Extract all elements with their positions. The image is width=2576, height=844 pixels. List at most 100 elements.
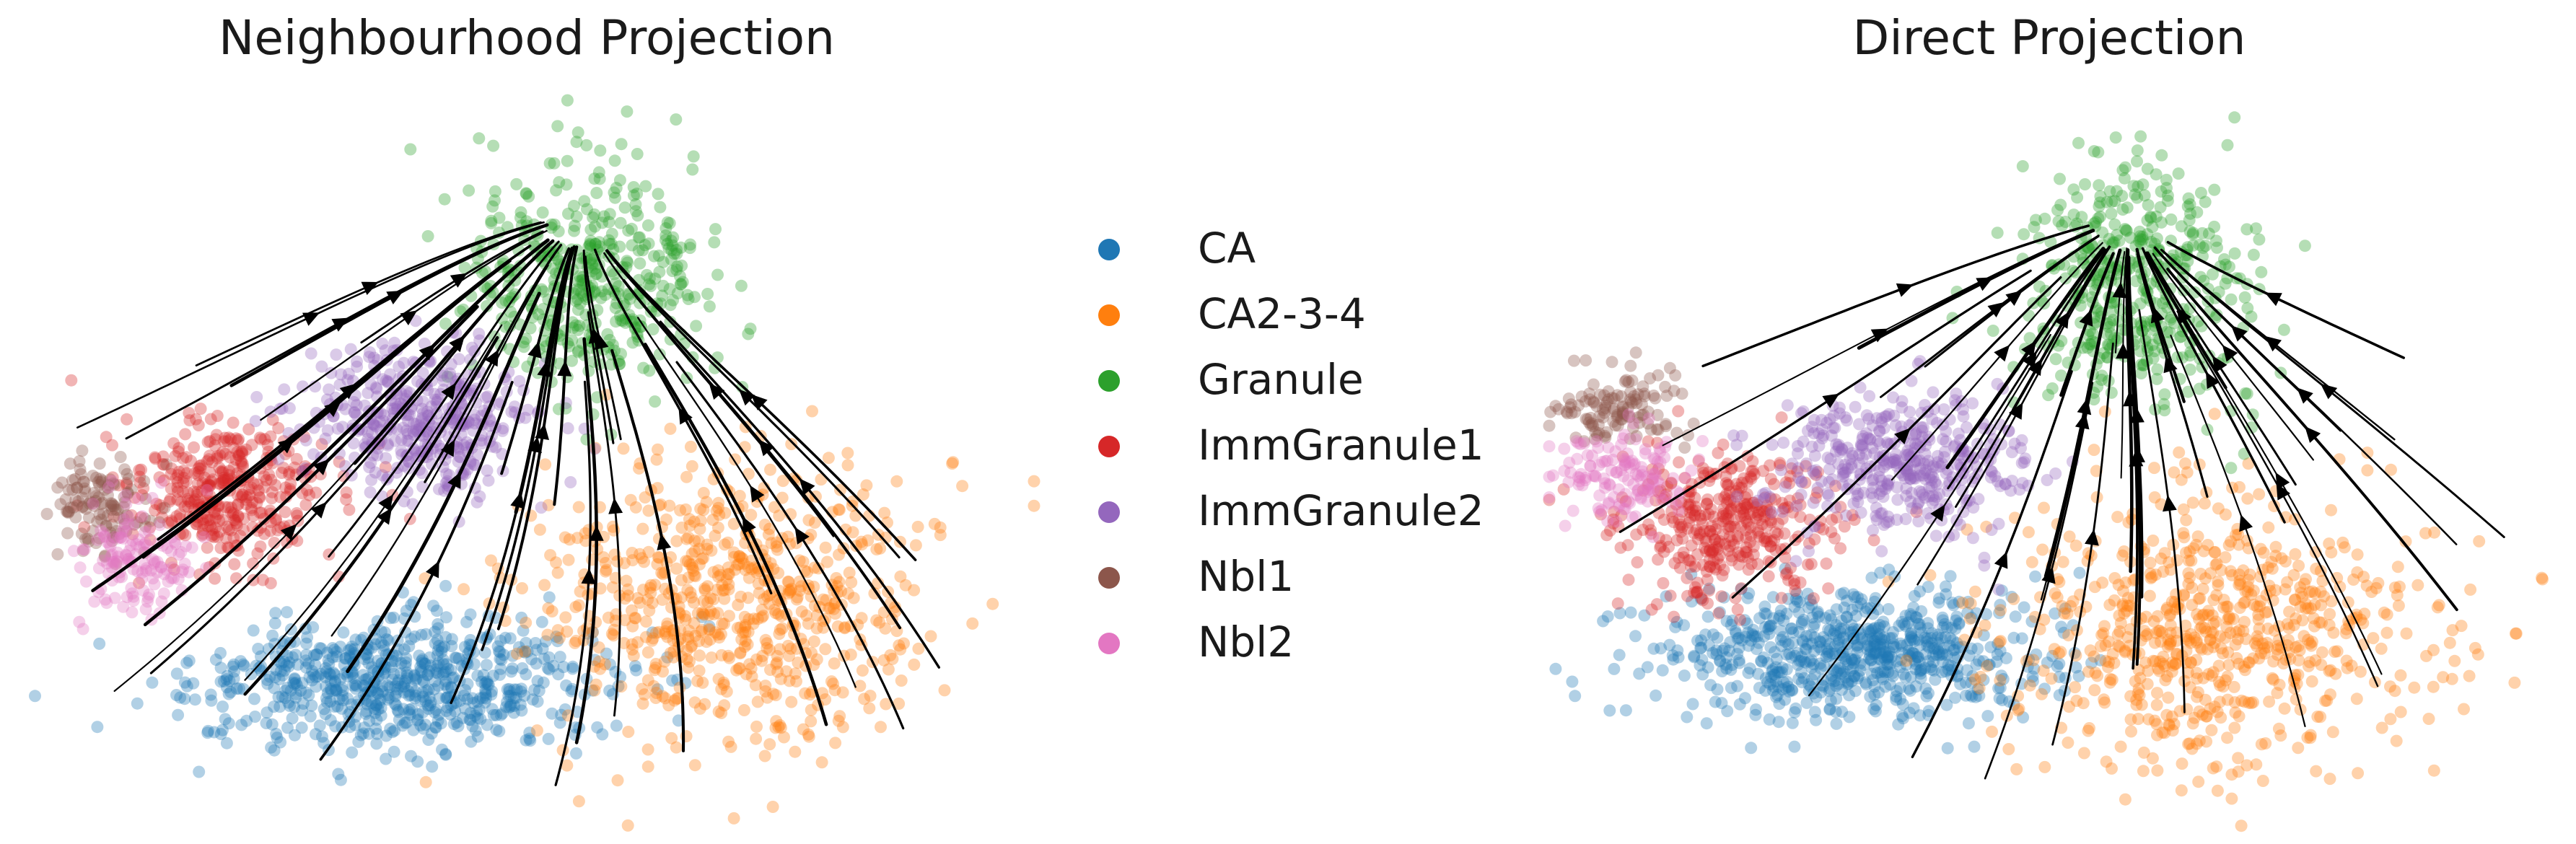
scatter-point <box>211 507 224 520</box>
scatter-point <box>795 605 808 618</box>
scatter-point <box>110 524 123 537</box>
scatter-point <box>1948 643 1961 656</box>
scatter-point <box>1785 651 1798 664</box>
scatter-point <box>1703 582 1716 595</box>
scatter-point <box>224 506 237 519</box>
scatter-point <box>188 441 201 454</box>
scatter-point <box>407 428 420 441</box>
scatter-point <box>649 395 662 408</box>
scatter-point <box>733 490 746 502</box>
scatter-point <box>652 625 665 638</box>
scatter-point <box>249 415 262 428</box>
scatter-point <box>825 675 838 688</box>
scatter-point <box>419 775 432 788</box>
scatter-point <box>51 481 64 494</box>
scatter-point <box>490 708 503 721</box>
scatter-point <box>685 639 698 652</box>
scatter-point <box>713 509 726 522</box>
scatter-point <box>592 655 605 668</box>
scatter-point <box>180 451 193 464</box>
scatter-point <box>599 565 612 578</box>
scatter-point <box>572 344 585 357</box>
scatter-point <box>370 737 383 750</box>
scatter-point <box>555 708 568 721</box>
scatter-point <box>486 200 499 213</box>
scatter-point <box>538 579 551 592</box>
scatter-point <box>252 484 265 497</box>
scatter-point <box>681 584 694 597</box>
scatter-point <box>235 718 248 731</box>
scatter-point <box>363 351 376 364</box>
scatter-point <box>148 557 160 570</box>
scatter-point <box>270 664 283 677</box>
scatter-point <box>718 592 731 605</box>
scatter-point <box>362 651 374 664</box>
scatter-point <box>703 623 716 636</box>
scatter-point <box>209 439 222 452</box>
scatter-point <box>711 564 724 577</box>
scatter-point <box>416 412 429 425</box>
scatter-point <box>421 669 434 682</box>
scatter-point <box>492 645 505 658</box>
scatter-point <box>439 665 452 678</box>
scatter-point <box>214 542 227 555</box>
scatter-point <box>389 655 401 668</box>
scatter-point <box>292 658 305 671</box>
scatter-point <box>683 624 696 637</box>
scatter-point <box>374 693 387 706</box>
scatter-point <box>1870 699 1883 711</box>
scatter-point <box>701 538 714 551</box>
scatter-point <box>742 592 755 605</box>
scatter-point <box>201 478 214 491</box>
scatter-point <box>776 622 789 635</box>
scatter-point <box>329 684 342 697</box>
scatter-point <box>661 617 674 630</box>
scatter-point <box>76 475 89 488</box>
scatter-point <box>698 698 711 711</box>
scatter-point <box>2361 464 2374 477</box>
scatter-point <box>662 242 675 255</box>
scatter-point <box>575 286 588 299</box>
scatter-point <box>579 527 592 540</box>
scatter-point <box>626 620 639 633</box>
scatter-point <box>119 489 132 501</box>
scatter-point <box>82 511 95 524</box>
scatter-point <box>1907 702 1920 715</box>
scatter-point <box>2200 710 2213 723</box>
scatter-point <box>157 458 170 471</box>
scatter-point <box>2509 627 2522 640</box>
scatter-point <box>536 642 549 655</box>
scatter-point <box>229 432 242 445</box>
scatter-point <box>797 723 810 736</box>
scatter-point <box>156 502 169 515</box>
scatter-point <box>449 705 462 718</box>
scatter-point <box>125 483 138 496</box>
scatter-point <box>1844 664 1857 677</box>
scatter-point <box>1870 638 1883 651</box>
scatter-point <box>416 690 429 703</box>
scatter-point <box>227 507 240 520</box>
scatter-point <box>494 653 507 665</box>
scatter-point <box>348 643 361 656</box>
scatter-point <box>693 522 706 535</box>
scatter-point <box>380 633 393 646</box>
scatter-point <box>774 719 787 731</box>
scatter-point <box>718 617 730 630</box>
scatter-point <box>791 591 804 604</box>
scatter-point <box>326 642 339 654</box>
scatter-point <box>727 517 740 530</box>
scatter-point <box>2252 613 2265 626</box>
scatter-point <box>209 522 222 535</box>
scatter-point <box>155 595 168 608</box>
scatter-point <box>1926 627 1939 640</box>
scatter-point <box>709 626 722 639</box>
scatter-point <box>2225 792 2238 805</box>
scatter-point <box>696 553 709 566</box>
scatter-point <box>586 684 599 697</box>
scatter-point <box>105 519 118 532</box>
scatter-point <box>188 693 201 706</box>
scatter-point <box>908 584 921 597</box>
scatter-point <box>193 460 206 472</box>
scatter-point <box>319 432 332 445</box>
scatter-point <box>1922 655 1935 668</box>
